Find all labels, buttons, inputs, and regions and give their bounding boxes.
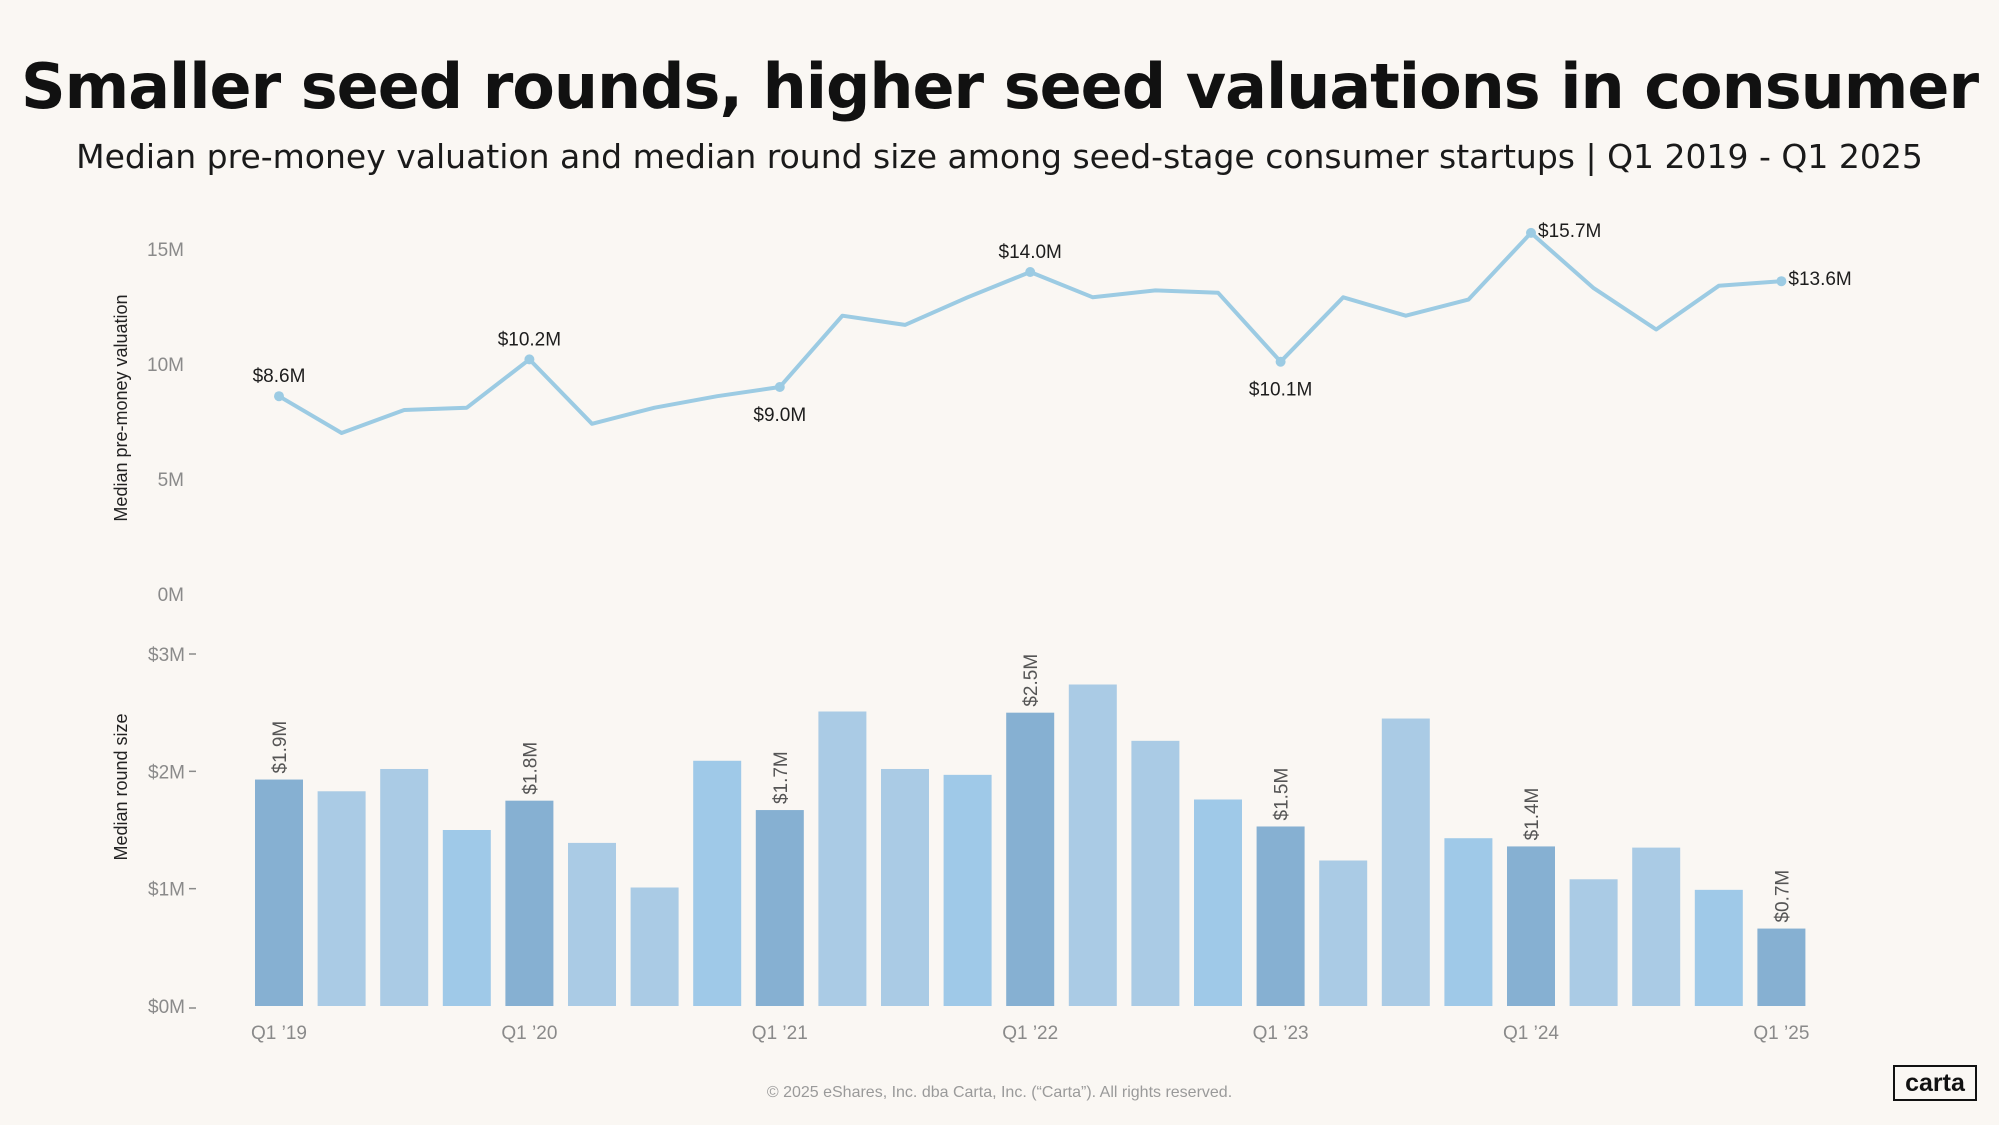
- valuation-point: [774, 382, 785, 392]
- round-size-bar: [818, 711, 867, 1006]
- round-size-bar: [1444, 838, 1493, 1006]
- valuation-y-axis-title: Median pre-money valuation: [111, 294, 131, 521]
- valuation-point: [274, 391, 284, 402]
- round-size-bar: [317, 791, 366, 1006]
- round-size-bar: [568, 842, 616, 1006]
- round-size-bar: [505, 800, 554, 1006]
- valuation-y-tick: 0M: [158, 585, 184, 606]
- round-size-bar-label: $1.7M: [771, 751, 792, 804]
- valuation-data-label: $9.0M: [753, 405, 806, 426]
- round-size-bar: [881, 768, 929, 1006]
- valuation-point: [1025, 267, 1036, 277]
- round-size-bar: [1632, 847, 1681, 1006]
- round-size-bar-label: $1.8M: [520, 742, 541, 795]
- valuation-point: [1275, 356, 1286, 367]
- valuation-data-label: $10.1M: [1249, 380, 1312, 401]
- round-size-bar: [255, 779, 303, 1006]
- round-size-bar-label: $1.4M: [1522, 788, 1543, 841]
- valuation-y-tick: 15M: [147, 240, 184, 261]
- valuation-data-label: $15.7M: [1538, 221, 1601, 242]
- round-size-bar: [1131, 740, 1180, 1006]
- valuation-data-label: $8.6M: [253, 366, 306, 387]
- carta-logo: carta: [1893, 1065, 1977, 1101]
- valuation-point: [524, 354, 535, 365]
- valuation-data-label: $10.2M: [498, 329, 561, 350]
- x-axis-tick-label: Q1 ’20: [501, 1023, 557, 1044]
- round-size-bar: [1757, 928, 1806, 1006]
- round-size-bar: [442, 830, 491, 1006]
- valuation-point: [1776, 276, 1787, 287]
- x-axis-tick-label: Q1 ’23: [1253, 1023, 1309, 1044]
- x-axis-tick-label: Q1 ’22: [1002, 1023, 1058, 1044]
- round-size-bar: [1507, 846, 1555, 1006]
- round-size-bar: [755, 810, 804, 1006]
- round-size-bar: [1319, 860, 1368, 1006]
- valuation-line-chart: 0M 5M 10M 15M Median pre-money valuation $8.6…: [111, 221, 1852, 606]
- round-size-y-tick: $0M: [148, 997, 185, 1018]
- round-size-bar: [1569, 879, 1618, 1006]
- round-size-bar: [380, 768, 429, 1006]
- valuation-y-tick: 10M: [147, 355, 184, 376]
- round-size-bar: [630, 887, 679, 1006]
- round-size-bar-label: $2.5M: [1021, 654, 1042, 707]
- x-axis-tick-label: Q1 ’25: [1753, 1023, 1809, 1044]
- round-size-bar: [943, 774, 992, 1006]
- round-size-bar: [1006, 712, 1055, 1006]
- valuation-point: [1526, 227, 1536, 238]
- round-size-bar: [1068, 684, 1117, 1006]
- round-size-bar: [1381, 718, 1430, 1006]
- round-size-bar-label: $1.5M: [1272, 768, 1293, 821]
- round-size-bar: [693, 760, 742, 1006]
- round-size-bar: [1256, 826, 1305, 1006]
- round-size-y-tick: $2M: [148, 762, 185, 783]
- x-axis-tick-label: Q1 ’19: [251, 1023, 307, 1044]
- round-size-bar-label: $1.9M: [270, 721, 291, 774]
- round-size-bar-chart: $0M $1M $2M $3M Median round size $1.9M $1.8M $…: [111, 645, 1809, 1044]
- valuation-data-label: $14.0M: [999, 242, 1062, 263]
- round-size-y-axis-title: Median round size: [111, 713, 131, 860]
- x-axis-tick-label: Q1 ’21: [752, 1023, 808, 1044]
- round-size-bar: [1194, 799, 1242, 1006]
- x-axis-tick-label: Q1 ’24: [1503, 1023, 1559, 1044]
- round-size-y-tick: $1M: [148, 880, 185, 901]
- round-size-y-tick: $3M: [148, 645, 185, 666]
- round-size-bar-label: $0.7M: [1772, 870, 1793, 923]
- valuation-data-label: $13.6M: [1788, 269, 1851, 290]
- valuation-y-tick: 5M: [158, 470, 184, 491]
- round-size-bar: [1694, 889, 1743, 1006]
- copyright-footer: © 2025 eShares, Inc. dba Carta, Inc. (“C…: [766, 1084, 1233, 1101]
- chart-subtitle: Median pre-money valuation and median ro…: [76, 137, 1923, 176]
- chart-title: Smaller seed rounds, higher seed valuati…: [20, 50, 1979, 123]
